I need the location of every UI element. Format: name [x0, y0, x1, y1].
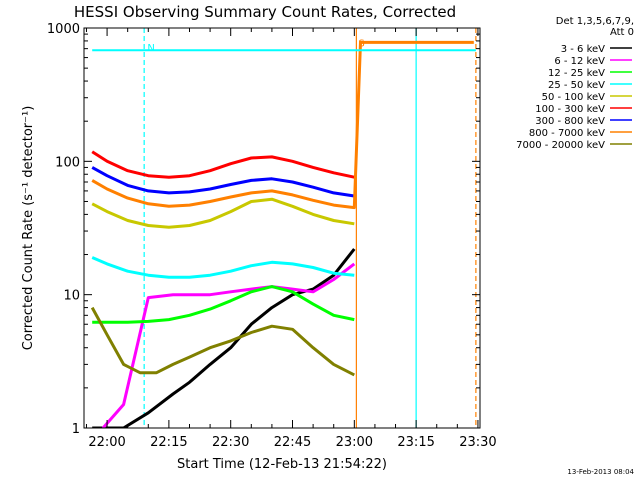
y-axis: 1 10 100 1000: [47, 22, 480, 437]
y-tick-label-2: 100: [55, 155, 80, 170]
y-tick-label-1: 10: [63, 289, 80, 304]
legend-header-1: Att 0: [610, 27, 634, 38]
series-line-2: [92, 285, 355, 324]
y-tick-label-0: 1: [72, 422, 80, 437]
x-tick-label-1: 22:15: [150, 435, 187, 450]
y-axis-label: Corrected Count Rate (s⁻¹ detector⁻¹): [21, 106, 36, 351]
annotation-1: S: [358, 38, 364, 49]
series-line-3: [91, 256, 355, 279]
chart-title: HESSI Observing Summary Count Rates, Cor…: [74, 3, 456, 21]
legend-label-2: 12 - 25 keV: [548, 68, 605, 79]
footer-date: 13-Feb-2013 08:04: [567, 468, 634, 476]
x-axis: 22:00 22:15 22:30 22:45 23:00 23:15 23:30: [85, 28, 497, 450]
x-tick-label-6: 23:30: [459, 435, 496, 450]
series-line-7: [91, 40, 474, 210]
series-line-0: [92, 248, 356, 428]
y-tick-label-3: 1000: [47, 22, 80, 37]
legend-label-0: 3 - 6 keV: [561, 44, 605, 55]
series-line-8: [90, 306, 355, 377]
legend-label-7: 800 - 7000 keV: [529, 128, 605, 139]
x-tick-label-3: 22:45: [274, 435, 311, 450]
series-line-1: [101, 262, 356, 428]
legend-label-3: 25 - 50 keV: [548, 80, 605, 91]
x-axis-label: Start Time (12-Feb-13 21:54:22): [177, 457, 387, 472]
x-tick-label-4: 23:00: [336, 435, 373, 450]
legend-label-1: 6 - 12 keV: [554, 56, 605, 67]
annotation-0: N: [147, 43, 154, 54]
legend-label-4: 50 - 100 keV: [542, 92, 606, 103]
legend-label-8: 7000 - 20000 keV: [516, 140, 605, 151]
series-line-4: [91, 197, 355, 229]
legend-header-0: Det 1,3,5,6,7,9,: [556, 16, 634, 27]
x-tick-label-2: 22:30: [212, 435, 249, 450]
series-line-6: [91, 166, 355, 198]
x-tick-label-0: 22:00: [88, 435, 125, 450]
legend-label-6: 300 - 800 keV: [535, 116, 605, 127]
plot-frame: [83, 27, 481, 429]
series-line-5: [91, 150, 355, 179]
legend-label-5: 100 - 300 keV: [535, 104, 605, 115]
x-tick-label-5: 23:15: [397, 435, 434, 450]
